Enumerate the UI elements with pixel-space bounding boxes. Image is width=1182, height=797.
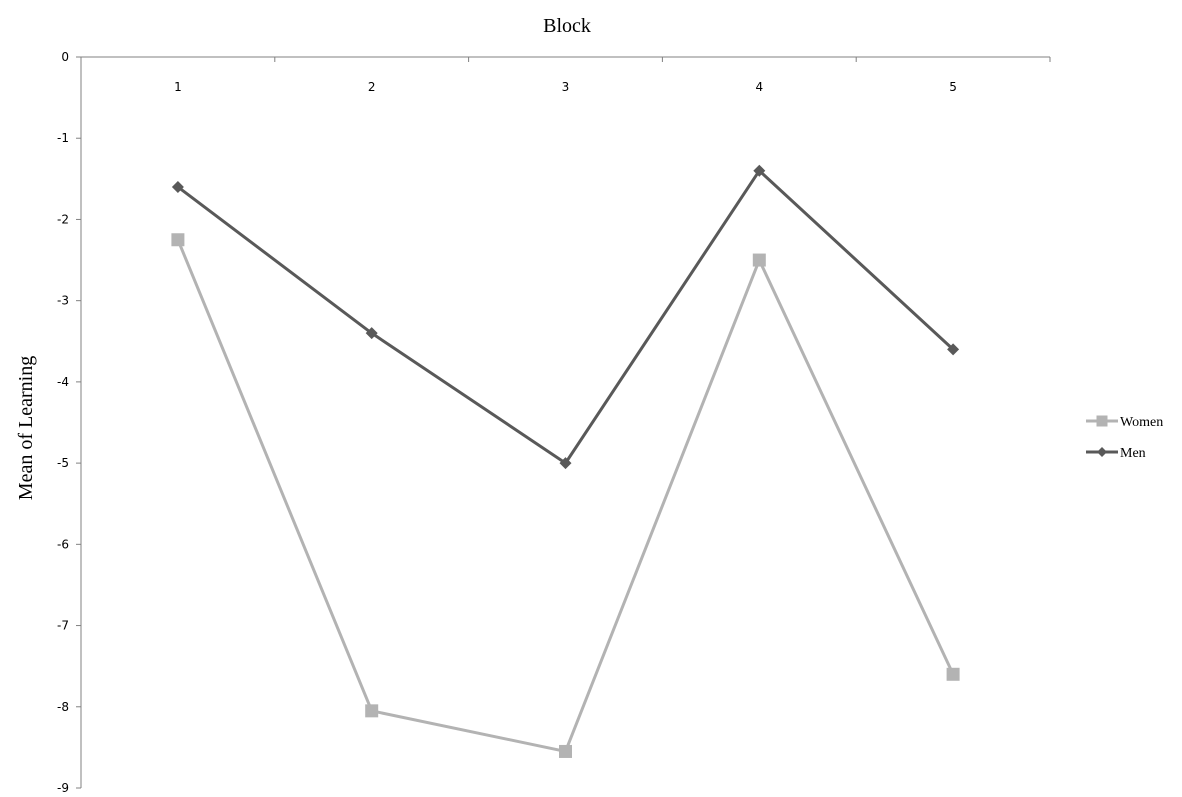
x-tick-label: 4 xyxy=(755,80,763,94)
data-point-men xyxy=(559,457,572,470)
series-line-women xyxy=(176,239,955,753)
legend-swatch-marker xyxy=(1096,415,1108,427)
y-tick-label: -6 xyxy=(57,537,69,551)
x-tick-label: 5 xyxy=(949,80,957,94)
x-ticks: 1 2 3 4 5 xyxy=(80,57,1051,94)
y-tick-label: -5 xyxy=(57,456,69,470)
y-tick-label: -3 xyxy=(57,294,69,308)
x-tick-label: 2 xyxy=(368,80,376,94)
y-tick-label: -4 xyxy=(57,375,69,389)
y-tick-label: -7 xyxy=(57,619,69,633)
y-tick-label: -9 xyxy=(57,781,69,795)
series-layer xyxy=(171,164,960,758)
data-point-women xyxy=(946,667,960,681)
data-point-women xyxy=(752,253,766,267)
y-tick-label: -1 xyxy=(57,131,69,145)
legend-swatch-marker xyxy=(1097,447,1107,457)
y-tick-label: -8 xyxy=(57,700,69,714)
data-point-men xyxy=(753,164,766,177)
y-axis-title: Mean of Learning xyxy=(15,356,37,500)
data-point-men xyxy=(171,180,184,193)
data-point-women xyxy=(171,233,185,247)
y-tick-label: 0 xyxy=(61,50,69,64)
x-tick-label: 3 xyxy=(562,80,570,94)
series-line-men xyxy=(176,169,955,465)
data-point-women xyxy=(365,704,379,718)
legend-label-women: Women xyxy=(1120,415,1163,430)
data-point-men xyxy=(947,343,960,356)
data-point-men xyxy=(365,327,378,340)
data-point-women xyxy=(559,744,572,758)
x-axis-title: Block xyxy=(543,15,591,37)
x-tick-label: 1 xyxy=(174,80,182,94)
y-tick-label: -2 xyxy=(57,212,69,226)
legend-label-men: Men xyxy=(1120,446,1146,461)
y-ticks: 0 -1 -2 -3 -4 -5 -6 -7 -8 -9 xyxy=(57,50,81,795)
legend: Women Men xyxy=(1086,415,1163,461)
